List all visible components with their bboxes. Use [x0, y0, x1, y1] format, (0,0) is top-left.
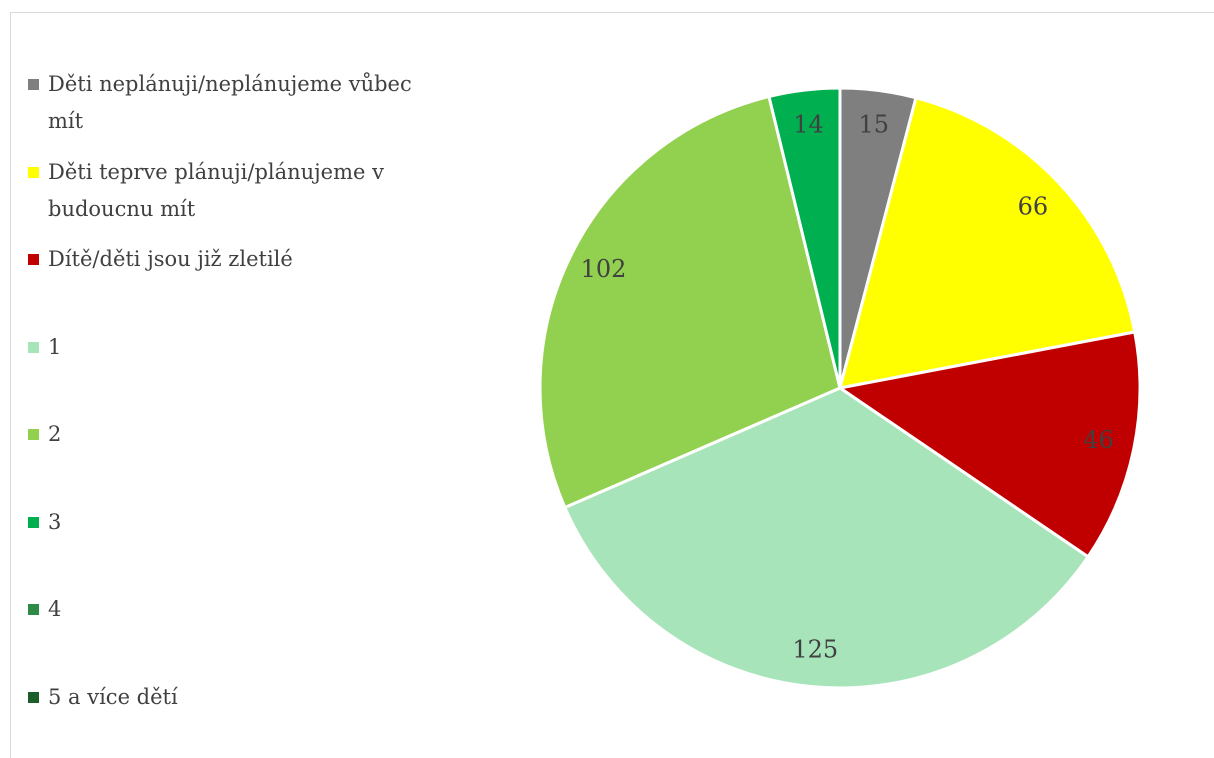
chart-frame: [10, 12, 1214, 758]
pie-slice: [538, 94, 842, 510]
legend-item: 3: [28, 504, 428, 541]
legend-label: 4: [48, 597, 62, 621]
legend-item: 5 a více dětí: [28, 679, 428, 716]
legend-swatch: [28, 516, 39, 528]
legend-label: Děti neplánuji/neplánujeme vůbec mít: [48, 72, 412, 133]
legend-item: Děti teprve plánuji/plánujeme v budoucnu…: [28, 154, 428, 228]
data-label: 125: [792, 635, 838, 663]
legend-swatch: [28, 341, 39, 353]
pie-slice: [837, 95, 1137, 390]
legend-label: 2: [48, 422, 62, 446]
data-label: 46: [1083, 426, 1114, 454]
legend-label: Děti teprve plánuji/plánujeme v budoucnu…: [48, 159, 384, 221]
legend-swatch: [28, 604, 39, 615]
data-label: 14: [793, 110, 824, 138]
legend-item: Dítě/děti jsou již zletilé: [28, 241, 428, 278]
legend-swatch: [28, 691, 39, 703]
legend-label: 1: [48, 334, 62, 359]
pie-slice: [562, 386, 1091, 690]
legend-swatch: [28, 254, 39, 265]
pie-slice: [836, 330, 1142, 559]
legend-swatch: [28, 79, 39, 90]
data-label: 102: [581, 255, 627, 283]
data-label: 66: [1018, 192, 1049, 220]
legend-label: 3: [48, 509, 62, 534]
legend-item: 2: [28, 416, 428, 453]
legend-item: Děti neplánuji/neplánujeme vůbec mít: [28, 66, 428, 140]
legend-swatch: [28, 166, 39, 178]
legend-label: 5 a více dětí: [48, 684, 178, 709]
legend-swatch: [28, 429, 39, 440]
legend-label: Dítě/děti jsou již zletilé: [48, 247, 293, 271]
legend-item: 4: [28, 591, 428, 628]
data-label: 15: [858, 111, 889, 139]
legend-item: 1: [28, 329, 428, 366]
